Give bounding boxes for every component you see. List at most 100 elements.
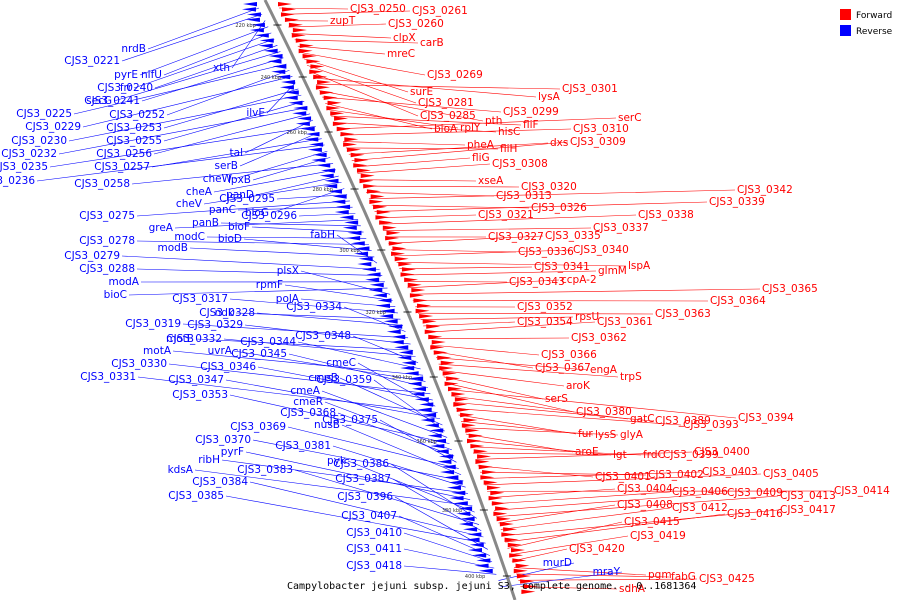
forward-gene-leader-line — [498, 504, 616, 524]
forward-gene-label: clpX — [393, 32, 416, 44]
forward-gene-label: CJS3_0366 — [541, 349, 597, 361]
forward-gene-leader-line — [463, 427, 619, 436]
forward-gene-arrow — [382, 225, 397, 230]
forward-gene-arrow — [448, 386, 463, 392]
forward-gene-label: CJS3_0394 — [738, 412, 794, 424]
forward-gene-label: hisC — [498, 126, 520, 138]
forward-gene-arrow — [379, 220, 394, 225]
forward-gene-arrow — [291, 33, 306, 38]
forward-gene-label: CJS3_0281 — [418, 97, 474, 109]
reverse-gene-arrow — [434, 449, 449, 454]
forward-gene-arrow — [493, 511, 508, 516]
forward-gene-arrow — [404, 277, 419, 282]
reverse-gene-arrow — [342, 225, 357, 230]
forward-gene-arrow — [344, 137, 359, 142]
reverse-gene-label: CJS3_0384 — [192, 476, 248, 488]
forward-gene-leader-line — [357, 163, 491, 174]
forward-gene-arrow — [400, 272, 415, 277]
forward-gene-label: CJS3_0313 — [496, 190, 552, 202]
reverse-gene-leader-line — [332, 445, 466, 488]
forward-gene-arrow — [439, 366, 454, 371]
forward-gene-arrow — [473, 449, 488, 454]
forward-gene-leader-line — [482, 471, 701, 479]
forward-gene-arrow — [523, 584, 538, 589]
reverse-gene-arrow — [401, 360, 416, 366]
forward-gene-label: aroK — [566, 380, 591, 392]
reverse-gene-arrow — [463, 527, 478, 532]
forward-gene-arrow — [369, 199, 384, 204]
reverse-gene-leader-line — [256, 312, 404, 326]
forward-gene-label: lgt — [613, 449, 627, 461]
forward-gene-arrow — [277, 2, 292, 7]
forward-gene-arrow — [453, 402, 468, 407]
kbp-tick-label: 320 kbp — [365, 310, 385, 316]
forward-gene-label: CJS3_0405 — [763, 468, 819, 480]
forward-gene-arrow — [295, 38, 310, 43]
reverse-gene-arrow — [453, 501, 468, 506]
forward-gene-label: CJS3_0416 — [727, 508, 783, 520]
forward-gene-label: CJS3_0269 — [427, 69, 483, 81]
forward-gene-leader-line — [282, 10, 411, 15]
forward-gene-arrow — [284, 17, 299, 22]
reverse-gene-leader-line — [244, 324, 411, 345]
reverse-gene-label: tal — [230, 147, 243, 159]
reverse-gene-label: greA — [149, 222, 174, 234]
forward-gene-arrow — [363, 184, 378, 189]
reverse-gene-label: CJS3_0232 — [1, 148, 57, 160]
forward-gene-leader-line — [374, 201, 708, 212]
forward-gene-leader-line — [393, 249, 572, 257]
kbp-tick-label: 360 kbp — [416, 439, 436, 445]
reverse-gene-label: CJS3_0368 — [280, 407, 336, 419]
forward-gene-arrow — [430, 345, 445, 350]
reverse-gene-arrow — [412, 386, 427, 392]
reverse-gene-label: bioG — [245, 207, 269, 219]
forward-gene-leader-line — [407, 279, 560, 289]
reverse-gene-label: CJS3_0381 — [275, 440, 331, 452]
forward-gene-leader-line — [493, 492, 726, 511]
forward-gene-leader-line — [319, 90, 484, 122]
forward-gene-leader-line — [518, 578, 698, 581]
reverse-gene-arrow — [441, 464, 456, 470]
forward-gene-arrow — [520, 579, 535, 584]
forward-gene-arrow — [302, 54, 317, 59]
forward-gene-arrow — [353, 163, 368, 168]
forward-gene-leader-line — [456, 408, 682, 426]
forward-gene-arrow — [477, 454, 492, 459]
forward-gene-label: pth — [485, 115, 502, 127]
forward-gene-label: CJS3_0393 — [683, 419, 739, 431]
forward-gene-arrow — [319, 90, 334, 95]
reverse-gene-arrow — [323, 184, 338, 189]
forward-gene-leader-line — [278, 7, 349, 10]
reverse-gene-arrow — [357, 262, 372, 267]
reverse-gene-label: CJS3_0275 — [79, 210, 135, 222]
legend: Forward Reverse — [840, 9, 893, 37]
forward-gene-label: bioA — [434, 123, 458, 135]
reverse-gene-leader-line — [163, 32, 272, 76]
reverse-gene-arrow — [250, 22, 265, 28]
reverse-gene-label: kdsA — [168, 464, 194, 476]
reverse-gene-leader-line — [252, 157, 331, 181]
reverse-gene-label: CJS3_0255 — [106, 135, 162, 147]
reverse-gene-arrow — [358, 256, 373, 262]
forward-gene-label: dxs — [550, 137, 568, 149]
reverse-gene-leader-line — [147, 7, 260, 50]
forward-gene-label: CJS3_0339 — [709, 196, 765, 208]
forward-gene-arrow — [310, 64, 325, 69]
forward-gene-leader-line — [423, 321, 516, 327]
forward-gene-label: CJS3_0352 — [517, 301, 573, 313]
forward-gene-arrow — [354, 158, 369, 163]
kbp-tick-label: 340 kbp — [392, 375, 412, 381]
reverse-gene-leader-line — [195, 338, 414, 351]
reverse-gene-label: ndk — [215, 307, 235, 319]
reverse-gene-leader-line — [500, 571, 623, 588]
reverse-gene-arrow — [259, 38, 274, 43]
reverse-gene-leader-line — [403, 532, 493, 563]
reverse-gene-arrow — [376, 303, 391, 308]
forward-gene-label: CJS3_0367 — [535, 362, 591, 374]
forward-gene-arrow — [480, 475, 495, 480]
forward-gene-label: CJS3_0261 — [412, 5, 468, 17]
reverse-gene-label: CJS3_0344 — [240, 336, 296, 348]
reverse-gene-arrow — [331, 199, 346, 204]
forward-gene-label: CJS3_0406 — [672, 486, 728, 498]
forward-gene-arrow — [422, 319, 437, 324]
